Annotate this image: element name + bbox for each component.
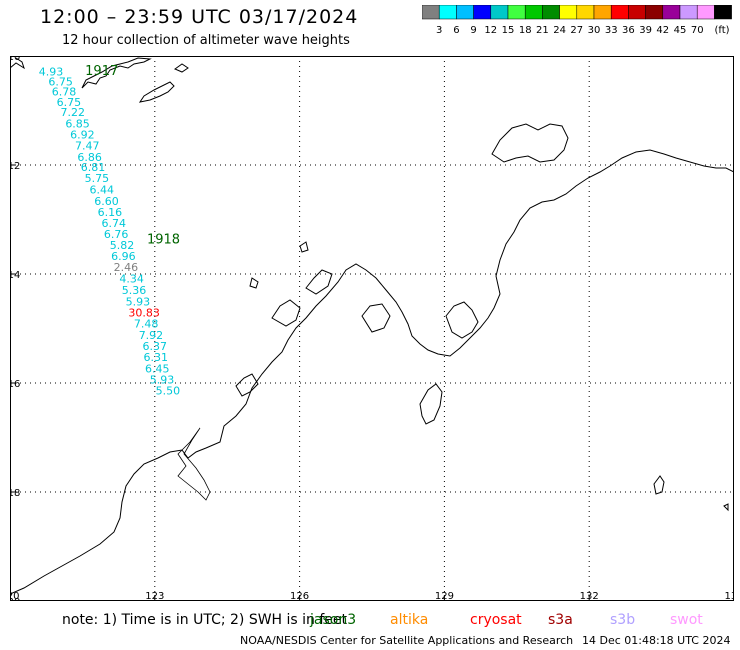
wave-height-label: 4.34 <box>119 272 144 285</box>
time-labels: 1917 1918 <box>85 64 180 247</box>
wave-height-label: 7.92 <box>139 329 164 342</box>
wave-height-label: 6.60 <box>94 195 119 208</box>
mission-cryosat: cryosat <box>470 612 522 628</box>
legend-swatch <box>456 4 474 20</box>
wave-height-label: 30.83 <box>128 307 160 320</box>
legend-swatch <box>421 4 440 20</box>
wave-height-label: 6.74 <box>102 217 127 230</box>
altimeter-track: 4.936.756.786.757.226.856.927.476.866.81… <box>39 65 180 397</box>
legend-tick-label: 33 <box>605 25 618 36</box>
legend-swatch <box>559 4 578 20</box>
wave-height-label: 6.75 <box>48 76 73 89</box>
lon-tick-label: 123 <box>145 591 164 601</box>
legend-swatch <box>542 4 560 20</box>
pass-time-label: 1917 <box>85 64 118 79</box>
lon-tick-label: 129 <box>435 591 454 601</box>
legend-swatch <box>438 4 457 20</box>
legend-swatch <box>696 4 715 20</box>
legend-tick-label: 3 <box>436 25 442 36</box>
wave-height-label: 5.82 <box>110 239 135 252</box>
legend-swatch <box>490 4 509 20</box>
generation-timestamp: 14 Dec 01:48:18 UTC 2024 <box>582 634 731 647</box>
wave-height-label: 6.44 <box>89 184 114 197</box>
lat-tick-label: -14 <box>10 270 20 281</box>
mission-s3b: s3b <box>610 612 636 628</box>
chart-title: 12:00 – 23:59 UTC 03/17/2024 <box>40 6 359 28</box>
wave-height-label: 6.31 <box>144 351 169 364</box>
map-frame <box>10 56 734 601</box>
wave-height-label: 6.78 <box>52 85 77 98</box>
graticule <box>10 56 734 601</box>
legend-swatch <box>524 4 543 20</box>
credit-line: NOAA/NESDIS Center for Satellite Applica… <box>240 634 574 647</box>
wave-height-label: 6.96 <box>111 250 136 263</box>
legend-tick-label: 30 <box>588 25 601 36</box>
legend-swatch <box>645 4 664 20</box>
color-legend-swatches: 3 6 9 12 15 18 21 24 27 30 33 36 39 42 45 70 (ft) <box>421 4 732 36</box>
wave-height-map: 120 123 126 129 132 135 -10 -12 -14 -16 -18 -20 4.9… <box>10 56 734 601</box>
footnote: note: 1) Time is in UTC; 2) SWH is in fe… <box>62 612 348 628</box>
lon-tick-label: 126 <box>290 591 309 601</box>
legend-unit: (ft) <box>715 25 730 36</box>
wave-height-label: 5.93 <box>126 295 151 308</box>
legend-tick-label: 15 <box>502 25 515 36</box>
wave-height-label: 4.93 <box>39 65 64 78</box>
lon-tick-label: 132 <box>580 591 599 601</box>
wave-height-label: 6.16 <box>98 206 123 219</box>
color-legend: 3 6 9 12 15 18 21 24 27 30 33 36 39 42 45 70 (ft) <box>421 4 732 41</box>
legend-swatch <box>662 4 681 20</box>
legend-swatch <box>593 4 612 20</box>
legend-swatch <box>473 4 492 20</box>
wave-height-label: 6.85 <box>65 118 90 131</box>
map-axes: 120 123 126 129 132 135 -10 -12 -14 -16 -18 -20 <box>10 56 734 601</box>
pass-time-label: 1918 <box>147 233 180 248</box>
lat-tick-label: -10 <box>10 56 20 63</box>
lat-tick-label: -16 <box>10 379 20 390</box>
lat-tick-label: -12 <box>10 161 20 172</box>
wave-height-label: 6.76 <box>104 228 129 241</box>
legend-tick-label: 6 <box>453 25 459 36</box>
wave-height-label: 5.36 <box>122 284 147 297</box>
legend-tick-label: 42 <box>656 25 669 36</box>
wave-height-label: 7.48 <box>134 318 159 331</box>
lon-tick-label: 135 <box>724 591 734 601</box>
legend-tick-label: 70 <box>691 25 704 36</box>
legend-tick-label: 45 <box>674 25 687 36</box>
lat-tick-label: -18 <box>10 488 20 499</box>
wave-height-label: 6.81 <box>81 161 106 174</box>
legend-swatch <box>679 4 698 20</box>
coastline <box>10 57 734 595</box>
wave-height-label: 7.22 <box>60 106 85 119</box>
legend-swatch <box>714 4 732 20</box>
mission-swot: swot <box>670 612 703 628</box>
legend-tick-label: 24 <box>553 25 566 36</box>
legend-swatch <box>576 4 595 20</box>
legend-tick-label: 12 <box>484 25 497 36</box>
legend-tick-label: 27 <box>570 25 583 36</box>
mission-s3a: s3a <box>548 612 573 628</box>
legend-swatch <box>507 4 526 20</box>
wave-height-label: 5.93 <box>150 374 175 387</box>
mission-jason3: jason3 <box>310 612 357 628</box>
legend-swatch <box>628 4 646 20</box>
legend-tick-label: 39 <box>639 25 652 36</box>
chart-subtitle: 12 hour collection of altimeter wave hei… <box>62 33 350 48</box>
wave-height-label: 7.47 <box>75 139 100 152</box>
wave-height-label: 5.75 <box>85 172 110 185</box>
wave-height-label: 6.86 <box>77 151 102 164</box>
wave-height-label: 6.92 <box>70 128 95 141</box>
legend-tick-label: 36 <box>622 25 635 36</box>
wave-height-label: 6.37 <box>143 340 168 353</box>
wave-height-label: 6.45 <box>145 362 170 375</box>
legend-tick-label: 18 <box>519 25 532 36</box>
legend-swatch <box>610 4 629 20</box>
lon-tick-label: 120 <box>10 591 20 601</box>
wave-height-label: 2.46 <box>114 261 139 274</box>
mission-altika: altika <box>390 612 429 628</box>
lat-tick-label: -20 <box>10 597 20 601</box>
legend-tick-label: 21 <box>536 25 549 36</box>
wave-height-label: 5.50 <box>156 385 181 398</box>
legend-tick-label: 9 <box>470 25 476 36</box>
wave-height-label: 6.75 <box>57 96 82 109</box>
